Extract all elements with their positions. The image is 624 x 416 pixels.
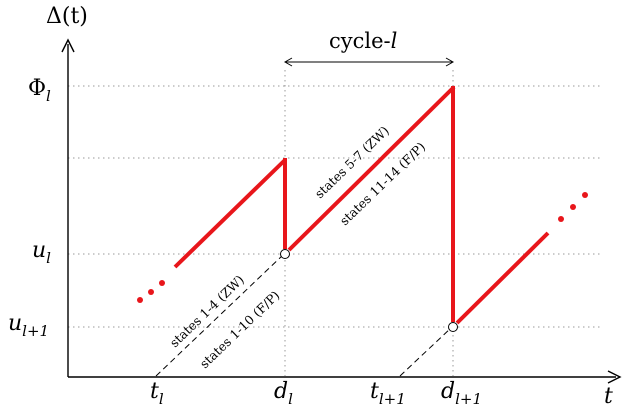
x-tick-d-l1: dl+1 (441, 379, 482, 408)
sawtooth-curve (173, 85, 550, 325)
cycle-right-arrow-icon (445, 57, 455, 67)
vertical-guides (284, 70, 454, 376)
sample-points (280, 249, 458, 332)
x-tick-d-l: dl (274, 379, 293, 408)
y-axis-title: Δ(t) (46, 4, 88, 29)
axes (67, 44, 616, 378)
x-tick-t-l: tl (150, 379, 164, 408)
curve-segment-3 (455, 231, 550, 325)
x-tick-t-l1: tl+1 (370, 379, 406, 408)
x-axis-title: t (604, 384, 613, 409)
horizontal-guides (68, 85, 600, 328)
sample-point-d-l (280, 249, 290, 259)
curve-segment-2 (287, 85, 456, 252)
cycle-bracket (283, 57, 455, 67)
curve-segment-1 (173, 158, 287, 269)
y-axis-arrow-icon (61, 38, 75, 53)
dashed-diagonals (155, 253, 453, 377)
y-tick-u-l: ul (32, 238, 51, 267)
diagonal-t-l1 (399, 326, 453, 377)
cycle-left-arrow-icon (283, 57, 293, 67)
x-axis-arrow-icon (607, 370, 622, 384)
sample-point-d-l1 (448, 322, 458, 332)
y-tick-phi: Φl (28, 76, 51, 105)
ellipsis-right-icon (558, 192, 588, 222)
ellipsis-left-icon (137, 280, 165, 303)
cycle-label: cycle-l (329, 29, 397, 53)
y-tick-u-l1: ul+1 (8, 311, 49, 340)
